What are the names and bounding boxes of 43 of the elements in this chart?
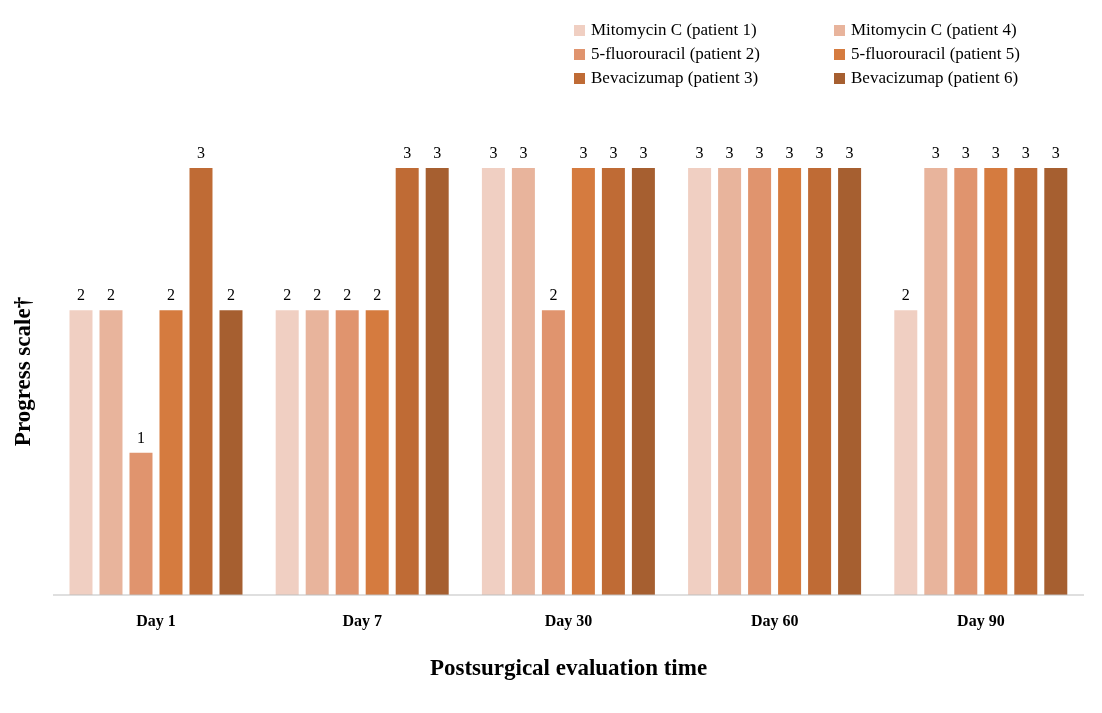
x-tick-label: Day 90 bbox=[957, 612, 1005, 631]
x-tick-label: Day 60 bbox=[750, 612, 799, 631]
data-label: 3 bbox=[433, 144, 442, 161]
data-label: 3 bbox=[785, 144, 794, 161]
data-label: 3 bbox=[489, 144, 498, 161]
data-label: 2 bbox=[283, 286, 292, 304]
legend-label: Mitomycin C (patient 1) bbox=[591, 20, 757, 40]
data-label: 2 bbox=[77, 286, 85, 304]
data-label: 3 bbox=[1051, 144, 1060, 161]
legend-label: Bevacizumap (patient 3) bbox=[591, 68, 759, 88]
data-label: 3 bbox=[519, 144, 528, 161]
data-label: 2 bbox=[107, 286, 115, 304]
x-tick-label: Day 1 bbox=[136, 612, 176, 631]
data-label: 3 bbox=[931, 144, 940, 161]
x-axis-title: Postsurgical evaluation time bbox=[429, 655, 708, 680]
y-axis-title: Progress scale† bbox=[10, 296, 36, 447]
data-label: 3 bbox=[1021, 144, 1030, 161]
data-label: 3 bbox=[845, 144, 854, 161]
data-label: 3 bbox=[815, 144, 824, 161]
data-label: 3 bbox=[197, 144, 205, 161]
legend-label: 5-fluorouracil (patient 2) bbox=[591, 44, 760, 64]
data-label: 3 bbox=[403, 144, 412, 161]
data-label: 3 bbox=[639, 144, 648, 161]
x-tick-label: Day 7 bbox=[342, 612, 383, 631]
legend-label: Bevacizumap (patient 6) bbox=[851, 68, 1019, 88]
data-label: 3 bbox=[609, 144, 618, 161]
data-label: 2 bbox=[549, 286, 558, 304]
legend-label: 5-fluorouracil (patient 5) bbox=[851, 44, 1020, 64]
data-label: 3 bbox=[725, 144, 734, 161]
data-label: 2 bbox=[167, 286, 175, 304]
data-label: 3 bbox=[961, 144, 970, 161]
data-label: 3 bbox=[579, 144, 588, 161]
data-label: 3 bbox=[695, 144, 704, 161]
x-tick-label: Day 30 bbox=[544, 612, 593, 631]
data-label: 3 bbox=[991, 144, 1000, 161]
data-label: 2 bbox=[343, 286, 352, 304]
legend-label: Mitomycin C (patient 4) bbox=[851, 20, 1017, 40]
data-label: 2 bbox=[901, 286, 910, 304]
data-label: 2 bbox=[313, 286, 322, 304]
data-label: 2 bbox=[373, 286, 382, 304]
data-label: 1 bbox=[137, 428, 145, 446]
data-label: 3 bbox=[755, 144, 764, 161]
data-label: 2 bbox=[227, 286, 235, 304]
